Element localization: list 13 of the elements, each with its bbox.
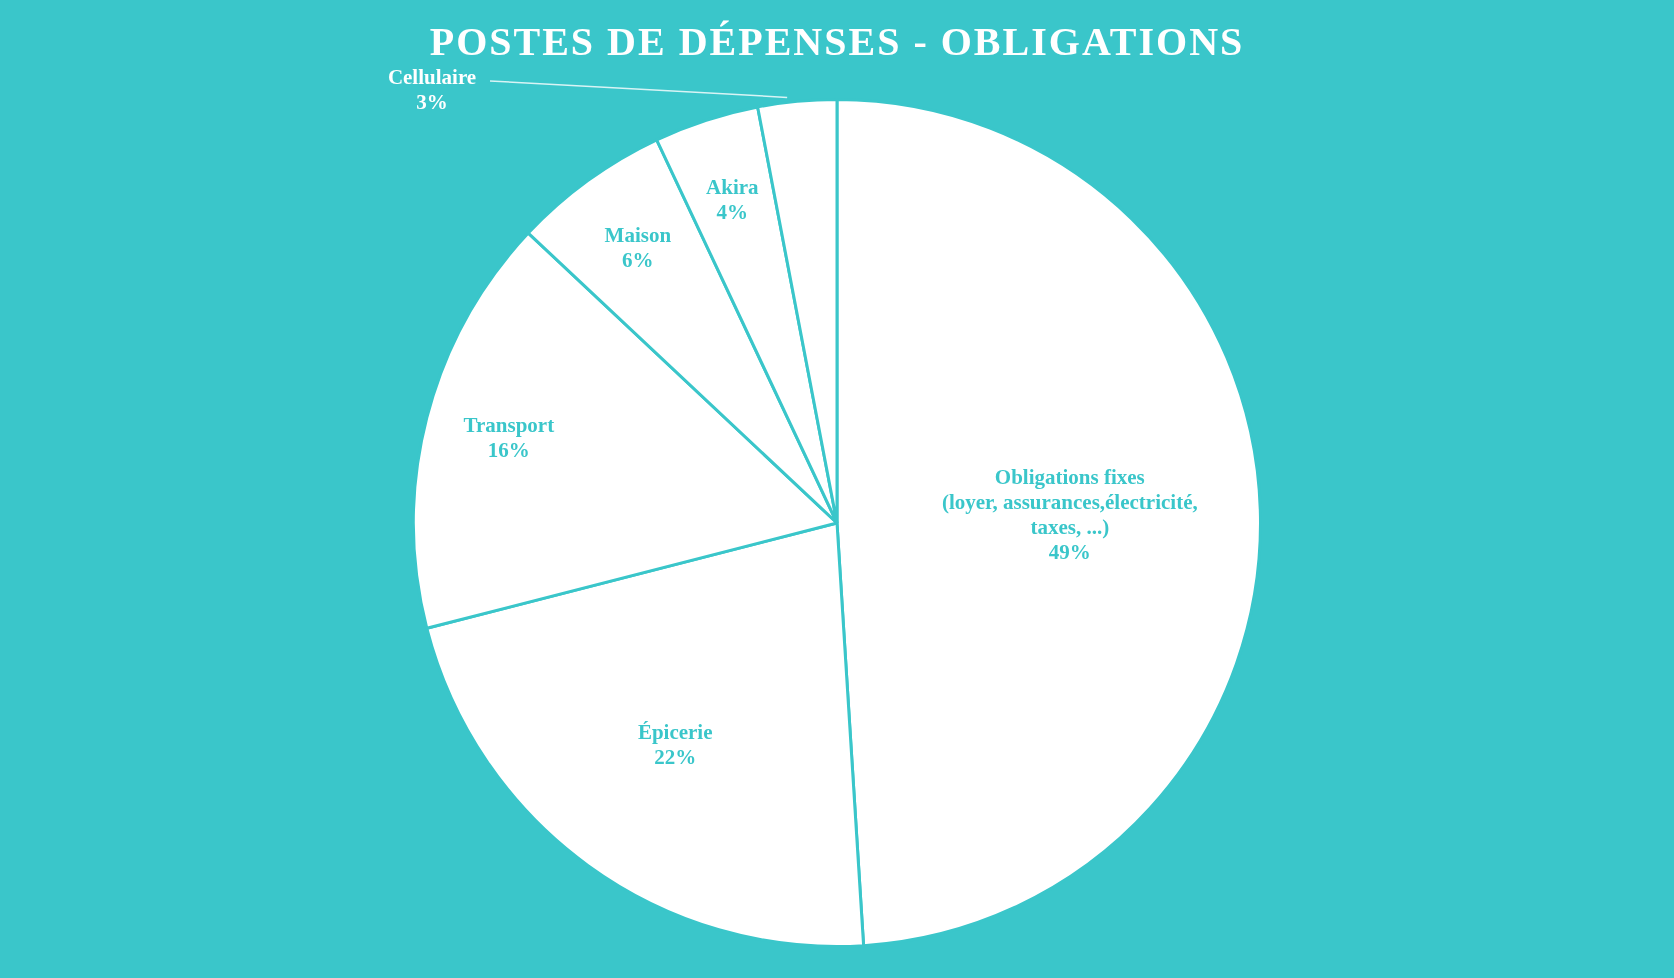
data-label: 4% <box>716 199 749 224</box>
slice-label: Akira <box>706 174 760 199</box>
data-label: 6% <box>622 247 654 272</box>
slice-label: Transport <box>463 412 555 437</box>
data-label: 3% <box>416 89 448 114</box>
slice-label: Épicerie <box>637 719 713 744</box>
slice-label: Cellulaire <box>387 64 477 89</box>
slice-label: Obligations fixes (loyer, assurances,électricité, taxes, ...) <box>941 464 1198 539</box>
chart-title: POSTES DE DÉPENSES - OBLIGATIONS <box>428 18 1246 65</box>
data-label: 49% <box>1048 539 1091 564</box>
slice-label: Maison <box>604 222 672 247</box>
data-label: 16% <box>487 437 530 462</box>
data-label: 22% <box>654 744 697 769</box>
